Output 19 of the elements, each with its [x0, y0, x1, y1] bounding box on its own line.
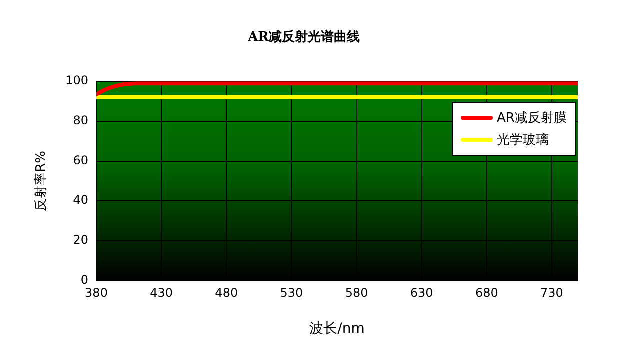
y-tick-label: 100 [66, 74, 89, 88]
legend-label: AR减反射膜 [497, 110, 567, 127]
x-tick-label: 530 [280, 286, 304, 300]
y-axis-title: 反射率R% [33, 151, 50, 212]
x-tick-label: 380 [85, 286, 108, 300]
x-tick-label: 730 [540, 286, 564, 300]
x-tick-label: 480 [215, 286, 238, 300]
x-tick-label: 630 [410, 286, 434, 300]
x-tick-label: 430 [150, 286, 174, 300]
y-tick-label: 60 [73, 153, 89, 168]
x-tick-label: 580 [345, 286, 368, 300]
y-tick-label: 20 [73, 233, 89, 248]
chart-title: AR减反射光谱曲线 [247, 29, 360, 46]
y-tick-label: 0 [80, 272, 89, 287]
x-tick-label: 680 [475, 286, 498, 300]
legend-label: 光学玻璃 [497, 132, 549, 149]
x-axis-title: 波长/nm [310, 321, 365, 338]
y-tick-label: 40 [73, 193, 89, 208]
y-tick-label: 80 [73, 114, 89, 128]
